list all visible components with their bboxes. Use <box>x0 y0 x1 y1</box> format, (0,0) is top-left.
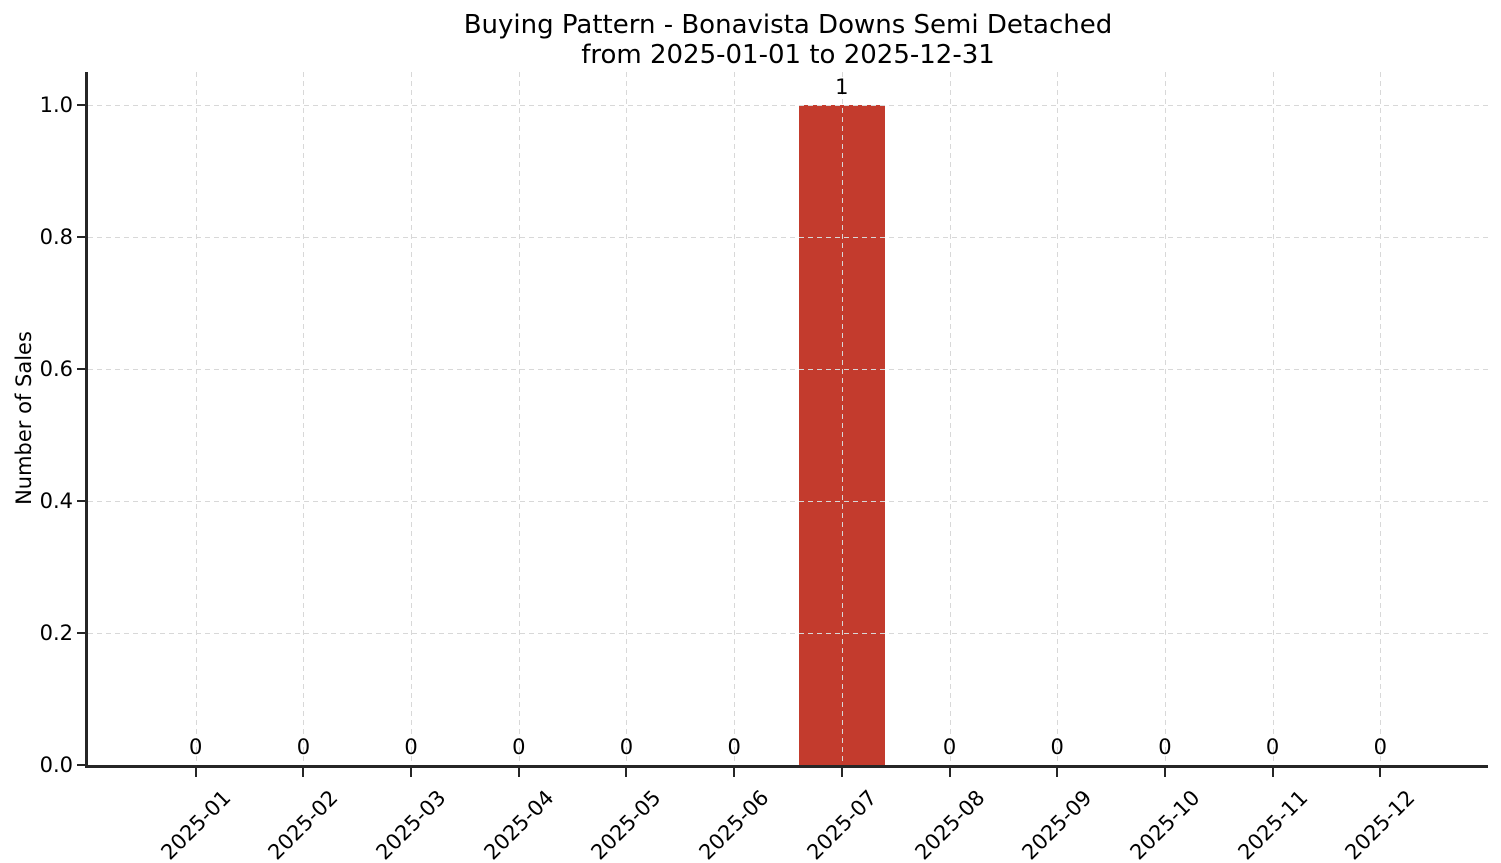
y-tick-label-0.4: 0.4 <box>39 489 73 513</box>
x-tick-label-2025-12: 2025-12 <box>1340 785 1420 863</box>
value-label-2025-02: 0 <box>296 735 311 759</box>
x-tick-label-2025-01: 2025-01 <box>156 785 236 863</box>
y-tick-mark-1.0 <box>77 104 85 106</box>
x-tick-mark-2025-04 <box>517 768 520 777</box>
gridline-y-0.2 <box>88 633 1488 634</box>
gridline-y-0.8 <box>88 237 1488 238</box>
x-tick-label-2025-05: 2025-05 <box>586 785 666 863</box>
gridline-x-2025-10 <box>1164 72 1166 765</box>
gridline-y-0.4 <box>88 501 1488 502</box>
gridline-x-2025-04 <box>518 72 520 765</box>
value-label-2025-04: 0 <box>512 735 526 759</box>
y-tick-label-0.2: 0.2 <box>39 621 73 645</box>
chart-title: Buying Pattern - Bonavista Downs Semi De… <box>88 10 1488 70</box>
y-tick-label-0.8: 0.8 <box>39 225 73 249</box>
gridline-x-2025-07 <box>841 72 843 765</box>
x-tick-mark-2025-12 <box>1379 768 1382 777</box>
gridline-y-1.0 <box>88 105 1488 106</box>
x-tick-mark-2025-09 <box>1056 768 1059 777</box>
gridline-x-2025-11 <box>1272 72 1274 765</box>
y-tick-mark-0.2 <box>77 632 85 634</box>
gridline-x-2025-02 <box>303 72 305 765</box>
value-label-2025-03: 0 <box>404 735 418 759</box>
x-tick-mark-2025-02 <box>302 768 305 777</box>
x-tick-mark-2025-10 <box>1163 768 1166 777</box>
y-tick-mark-0.4 <box>77 500 85 502</box>
y-tick-mark-0.0 <box>77 764 85 766</box>
value-label-2025-05: 0 <box>619 735 634 759</box>
x-tick-mark-2025-08 <box>948 768 951 777</box>
y-axis-spine <box>85 72 88 768</box>
x-tick-mark-2025-05 <box>625 768 628 777</box>
value-label-2025-11: 0 <box>1265 735 1280 759</box>
x-tick-label-2025-06: 2025-06 <box>694 785 774 863</box>
gridline-y-0.6 <box>88 369 1488 370</box>
y-tick-label-0.6: 0.6 <box>39 357 73 381</box>
gridline-x-2025-09 <box>1057 72 1059 765</box>
x-tick-label-2025-08: 2025-08 <box>910 785 990 863</box>
gridline-x-2025-06 <box>734 72 736 765</box>
value-label-2025-10: 0 <box>1158 735 1172 759</box>
gridline-x-2025-05 <box>626 72 628 765</box>
x-tick-label-2025-02: 2025-02 <box>263 785 343 863</box>
gridline-x-2025-08 <box>949 72 951 765</box>
x-tick-label-2025-09: 2025-09 <box>1017 785 1097 863</box>
chart-title-line1: Buying Pattern - Bonavista Downs Semi De… <box>463 10 1113 40</box>
x-tick-mark-2025-07 <box>840 768 843 777</box>
plot-area: 0 2025-01 0 2025-02 0 2025-03 0 2025-04 0 2025-05… <box>40 72 1488 863</box>
x-tick-label-2025-07: 2025-07 <box>802 785 882 863</box>
value-label-2025-09: 0 <box>1050 735 1064 759</box>
gridline-x-2025-01 <box>195 72 197 765</box>
gridline-x-2025-12 <box>1380 72 1382 765</box>
x-tick-label-2025-11: 2025-11 <box>1233 785 1313 863</box>
x-tick-mark-2025-01 <box>194 768 197 777</box>
gridline-x-2025-03 <box>411 72 413 765</box>
y-tick-mark-0.6 <box>77 368 85 370</box>
chart-title-line2: from 2025-01-01 to 2025-12-31 <box>581 40 995 70</box>
y-tick-label-1.0: 1.0 <box>39 93 73 117</box>
x-tick-mark-2025-06 <box>733 768 736 777</box>
y-tick-label-0.0: 0.0 <box>39 753 73 777</box>
x-tick-mark-2025-11 <box>1271 768 1274 777</box>
value-label-2025-12: 0 <box>1373 735 1387 759</box>
x-axis-spine <box>85 765 1488 768</box>
value-label-2025-01: 0 <box>189 735 203 759</box>
value-label-2025-06: 0 <box>727 735 741 759</box>
x-tick-label-2025-03: 2025-03 <box>371 785 451 863</box>
value-label-2025-07: 1 <box>835 75 849 99</box>
x-tick-label-2025-10: 2025-10 <box>1125 785 1205 863</box>
x-tick-label-2025-04: 2025-04 <box>479 785 559 863</box>
y-tick-mark-0.8 <box>77 236 85 238</box>
x-tick-mark-2025-03 <box>410 768 413 777</box>
value-label-2025-08: 0 <box>942 735 957 759</box>
